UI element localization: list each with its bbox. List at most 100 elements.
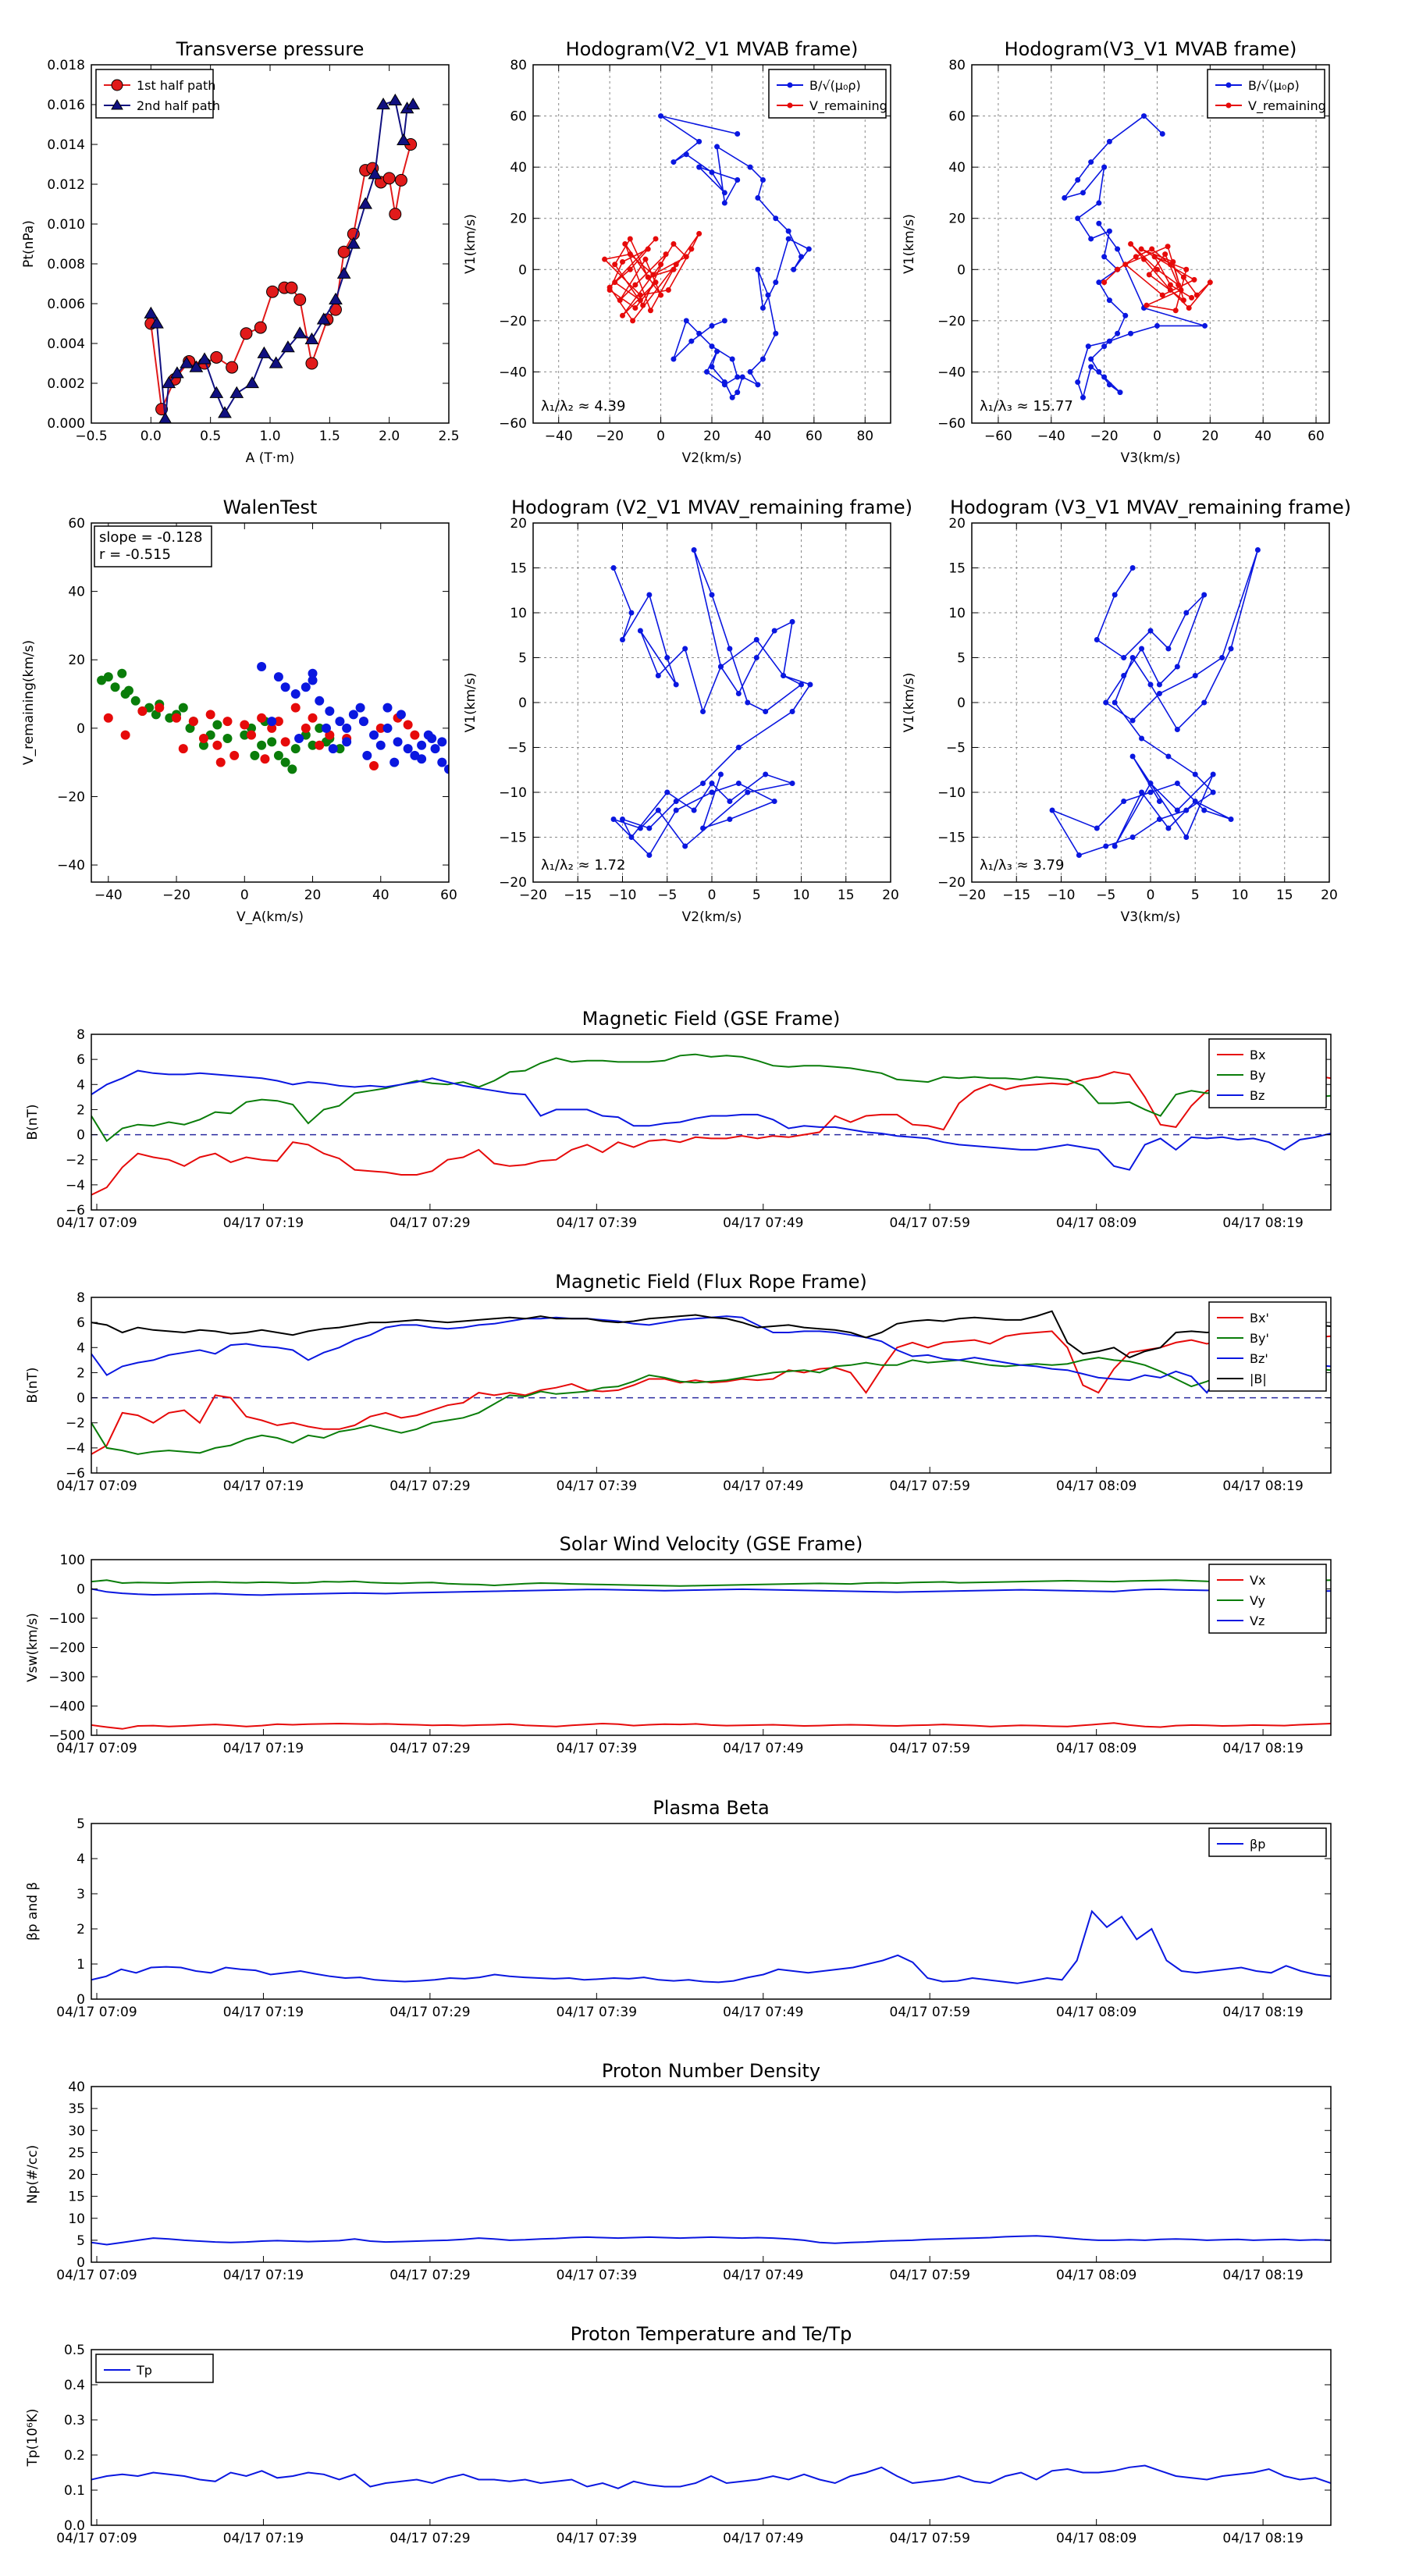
y-tick-label: 80	[510, 58, 527, 73]
data-point	[655, 673, 661, 678]
panel-vsw: 04/17 07:09 04/17 07:19 04/17 07:29 04/17 0…	[25, 1533, 1332, 1756]
data-point	[254, 321, 267, 334]
data-point	[1174, 781, 1180, 786]
y-tick-label: 8	[76, 1290, 85, 1306]
series-line-0	[91, 2464, 1331, 2489]
chart-title: Hodogram(V2_V1 MVAB frame)	[566, 38, 859, 60]
x-tick-label: 04/17 07:29	[389, 2268, 470, 2283]
data-point	[382, 703, 393, 713]
ratio-annotation: λ₁/λ₂ ≈ 4.39	[541, 398, 625, 415]
data-point	[1121, 673, 1127, 678]
legend-box	[1208, 1827, 1327, 1857]
y-tick-label: −20	[499, 875, 527, 891]
data-point	[1112, 843, 1118, 849]
x-tick-label: −15	[1002, 888, 1030, 903]
data-point	[290, 703, 301, 713]
legend-label: Vx	[1250, 1573, 1265, 1588]
annotation-line: r = -0.515	[99, 546, 171, 563]
data-point	[646, 852, 653, 858]
data-point	[1228, 817, 1234, 822]
series-group	[91, 1579, 1331, 1730]
series-line-1	[91, 1053, 1331, 1143]
data-point	[1080, 190, 1086, 196]
y-tick-label: −10	[937, 785, 966, 801]
data-point	[362, 750, 372, 760]
data-point	[1176, 282, 1182, 288]
series-line-1	[1104, 243, 1211, 311]
data-point	[245, 376, 259, 389]
y-axis-label: Pt(nPa)	[21, 220, 37, 268]
data-point	[212, 720, 222, 730]
y-tick-label: −15	[937, 831, 966, 846]
annotation-box	[94, 525, 212, 568]
x-tick-label: 0	[1153, 429, 1161, 444]
series-line-0	[1051, 550, 1259, 856]
x-tick-label: 04/17 07:49	[723, 2268, 803, 2283]
data-point	[130, 696, 140, 706]
data-point	[637, 825, 643, 831]
data-point	[1121, 655, 1127, 660]
y-tick-label: −15	[499, 831, 527, 846]
y-tick-label: −40	[937, 365, 966, 380]
data-point	[1207, 279, 1213, 286]
x-axis-label: V_A(km/s)	[237, 909, 304, 925]
series-group	[97, 662, 449, 774]
x-tick-label: 04/17 07:49	[723, 2005, 803, 2020]
chart-title: Hodogram (V2_V1 MVAV_remaining frame)	[511, 496, 912, 518]
data-point	[602, 256, 608, 262]
data-point	[120, 730, 130, 740]
data-point	[610, 817, 617, 822]
data-point	[673, 807, 679, 813]
y-tick-label: 5	[957, 651, 966, 667]
axes-frame	[91, 522, 450, 883]
data-point	[789, 709, 795, 714]
data-point	[150, 316, 164, 329]
data-point	[1183, 266, 1190, 272]
data-point	[97, 675, 107, 685]
data-point	[646, 592, 653, 598]
legend-label: B/√(μ₀ρ)	[809, 78, 861, 93]
y-tick-label: 20	[510, 516, 527, 532]
data-point	[301, 723, 311, 733]
x-tick-label: 0	[708, 888, 717, 903]
data-point	[606, 284, 613, 290]
x-tick-label: 0.0	[140, 429, 162, 444]
x-tick-label: 04/17 07:09	[56, 2005, 137, 2020]
x-tick-label: 04/17 08:19	[1222, 1741, 1303, 1756]
x-tick-label: 40	[755, 429, 772, 444]
x-tick-label: 04/17 07:49	[723, 1478, 803, 1494]
data-point	[1147, 789, 1154, 795]
y-tick-label: 10	[68, 2211, 85, 2227]
legend-label: V_remaining	[1248, 98, 1326, 114]
data-point	[1147, 781, 1154, 786]
data-point	[753, 637, 759, 642]
data-point	[759, 356, 766, 362]
data-point	[755, 382, 761, 388]
data-point	[647, 308, 653, 314]
x-tick-label: 20	[304, 888, 322, 903]
y-tick-label: 0.016	[47, 98, 85, 113]
x-tick-label: 0.5	[200, 429, 221, 444]
x-axis-label: A (T·m)	[246, 450, 295, 466]
y-axis-label: Np(#/cc)	[25, 2145, 41, 2204]
data-point	[103, 713, 113, 723]
y-tick-label: 40	[68, 585, 85, 600]
x-tick-label: −40	[94, 888, 123, 903]
y-tick-label: −4	[66, 1178, 85, 1194]
data-point	[348, 710, 358, 720]
legend-label: 2nd half path	[137, 98, 220, 113]
data-point	[617, 297, 623, 304]
data-point	[1202, 322, 1208, 329]
data-point	[1219, 655, 1225, 660]
data-point	[1094, 825, 1100, 831]
data-point	[1088, 356, 1094, 362]
data-point	[285, 281, 298, 294]
legend-box	[95, 69, 214, 119]
x-tick-label: −20	[162, 888, 190, 903]
data-point	[682, 646, 688, 652]
data-point	[355, 703, 365, 713]
data-point	[267, 737, 277, 747]
y-tick-label: 60	[510, 109, 527, 125]
data-point	[709, 169, 715, 176]
data-point	[1156, 681, 1162, 688]
